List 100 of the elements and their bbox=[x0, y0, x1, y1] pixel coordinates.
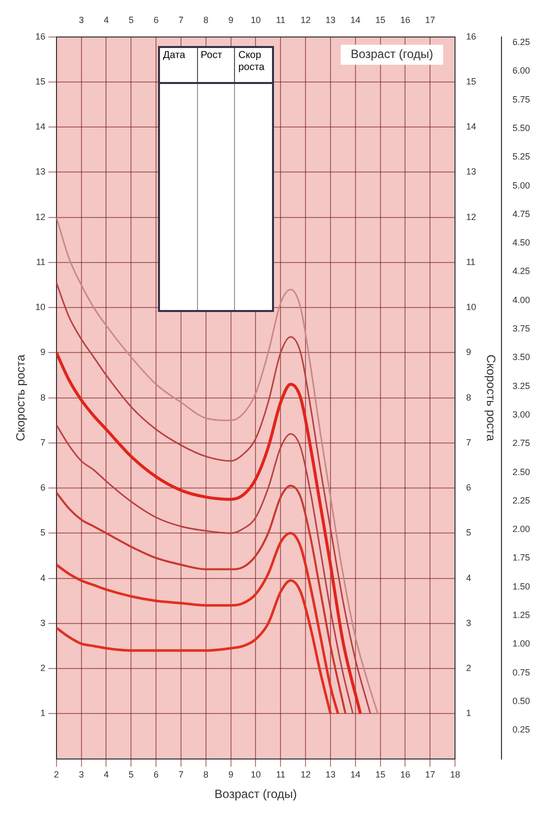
y2-tick-label: 10 bbox=[466, 302, 476, 312]
y-tick-label: 6 bbox=[40, 482, 46, 493]
y3-tick-label: 1.75 bbox=[512, 552, 530, 563]
x-tick-label: 17 bbox=[425, 770, 436, 780]
x-tick-label: 5 bbox=[128, 770, 134, 780]
y3-tick-label: 4.75 bbox=[512, 208, 530, 219]
x-tick-label: 15 bbox=[375, 770, 386, 780]
y2-tick-label: 3 bbox=[466, 618, 472, 628]
x2-tick-label: 15 bbox=[375, 14, 386, 25]
y3-tick-label: 0.25 bbox=[512, 724, 530, 735]
y3-tick-label: 4.50 bbox=[512, 238, 530, 248]
y-tick-label: 9 bbox=[40, 347, 46, 358]
x2-tick-label: 7 bbox=[178, 14, 184, 25]
line-series bbox=[56, 351, 362, 716]
y3-tick-label: 1.50 bbox=[512, 581, 530, 592]
y2-tick-label: 16 bbox=[466, 31, 476, 42]
y2-tick-label: 9 bbox=[466, 347, 472, 358]
x-tick-label: 9 bbox=[228, 770, 234, 780]
y2-tick-label: 2 bbox=[466, 663, 472, 674]
y2-tick-label: 14 bbox=[466, 122, 476, 132]
x-tick-label: 13 bbox=[325, 770, 336, 780]
x2-tick-label: 16 bbox=[400, 14, 410, 25]
line-series bbox=[56, 579, 332, 715]
y-tick-label: 7 bbox=[40, 437, 46, 448]
y3-tick-label: 3.75 bbox=[512, 324, 530, 334]
y2-tick-label: 12 bbox=[466, 212, 476, 222]
x-tick-label: 16 bbox=[400, 770, 410, 780]
y3-tick-label: 3.25 bbox=[512, 380, 530, 391]
y3-tick-label: 2.75 bbox=[512, 438, 530, 448]
x2-tick-label: 11 bbox=[276, 14, 286, 25]
annotation: Дата bbox=[160, 48, 198, 82]
line-series bbox=[56, 216, 379, 714]
x-axis-title: Возраст (годы) bbox=[214, 787, 297, 802]
annotation: Рост bbox=[198, 48, 236, 82]
x-tick-label: 4 bbox=[104, 770, 109, 780]
x2-tick-label: 9 bbox=[228, 14, 234, 25]
x-tick-label: 3 bbox=[78, 770, 84, 780]
y2-tick-label: 1 bbox=[466, 708, 472, 718]
y3-tick-label: 4.25 bbox=[512, 266, 530, 276]
x2-tick-label: 10 bbox=[250, 14, 261, 25]
y2-tick-label: 15 bbox=[466, 76, 476, 86]
x-tick-label: 10 bbox=[250, 770, 261, 780]
x-tick-label: 7 bbox=[178, 770, 184, 780]
y3-tick-label: 1.25 bbox=[512, 610, 530, 620]
y-tick-label: 3 bbox=[40, 618, 46, 628]
y-tick-label: 13 bbox=[35, 166, 46, 177]
y3-tick-label: 2.50 bbox=[512, 466, 530, 477]
y2-axis-title: Скорость роста bbox=[484, 354, 498, 442]
y3-tick-label: 2.25 bbox=[512, 495, 530, 506]
y3-tick-label: 0.75 bbox=[512, 667, 530, 678]
y3-tick-label: 0.50 bbox=[512, 696, 530, 706]
y-tick-label: 16 bbox=[35, 31, 46, 42]
y3-tick-label: 3.50 bbox=[512, 352, 530, 362]
y-tick-label: 12 bbox=[35, 212, 46, 222]
y3-tick-label: 6.25 bbox=[512, 37, 530, 48]
y-axis-title: Скорость роста bbox=[14, 354, 28, 442]
x2-tick-label: 6 bbox=[154, 14, 159, 25]
y3-tick-label: 3.00 bbox=[512, 409, 530, 420]
y3-tick-label: 5.00 bbox=[512, 180, 530, 190]
y-tick-label: 8 bbox=[40, 392, 46, 402]
y3-tick-label: 1.00 bbox=[512, 638, 530, 649]
x-tick-label: 8 bbox=[203, 770, 208, 780]
y2-tick-label: 11 bbox=[466, 256, 476, 267]
y2-tick-label: 7 bbox=[466, 437, 472, 448]
x-tick-label: 11 bbox=[276, 770, 286, 780]
y-tick-label: 1 bbox=[40, 708, 46, 718]
x2-tick-label: 17 bbox=[425, 14, 436, 25]
x2-tick-label: 14 bbox=[350, 14, 360, 25]
y2-tick-label: 6 bbox=[466, 482, 472, 493]
y-tick-label: 10 bbox=[35, 302, 46, 312]
line-series bbox=[56, 424, 354, 714]
x2-tick-label: 12 bbox=[300, 14, 311, 25]
y-tick-label: 14 bbox=[35, 122, 46, 132]
line-series bbox=[56, 532, 340, 715]
y-tick-label: 4 bbox=[40, 572, 46, 583]
y-tick-label: 11 bbox=[36, 256, 46, 267]
x-tick-label: 6 bbox=[154, 770, 159, 780]
y3-tick-label: 4.00 bbox=[512, 294, 530, 305]
annotation: Возраст (годы) bbox=[350, 47, 434, 62]
y3-tick-label: 2.00 bbox=[512, 524, 530, 534]
y3-tick-label: 6.00 bbox=[512, 66, 530, 76]
line-series bbox=[56, 282, 372, 714]
y2-tick-label: 4 bbox=[466, 572, 472, 583]
x2-tick-label: 13 bbox=[325, 14, 336, 25]
y-tick-label: 15 bbox=[35, 76, 46, 86]
y2-tick-label: 8 bbox=[466, 392, 472, 402]
x-tick-label: 12 bbox=[300, 770, 311, 780]
x2-tick-label: 5 bbox=[128, 14, 134, 25]
x2-tick-label: 8 bbox=[203, 14, 208, 25]
x2-tick-label: 3 bbox=[78, 14, 84, 25]
x-tick-label: 2 bbox=[54, 770, 59, 780]
x-tick-label: 14 bbox=[350, 770, 360, 780]
y-tick-label: 5 bbox=[40, 528, 46, 538]
y3-tick-label: 5.75 bbox=[512, 94, 530, 104]
y-tick-label: 2 bbox=[40, 663, 46, 674]
y2-tick-label: 5 bbox=[466, 528, 472, 538]
y3-tick-label: 5.50 bbox=[512, 122, 530, 133]
y3-tick-label: 5.25 bbox=[512, 152, 530, 162]
annotation: Скор роста bbox=[237, 49, 266, 75]
x-tick-label: 18 bbox=[450, 770, 460, 780]
